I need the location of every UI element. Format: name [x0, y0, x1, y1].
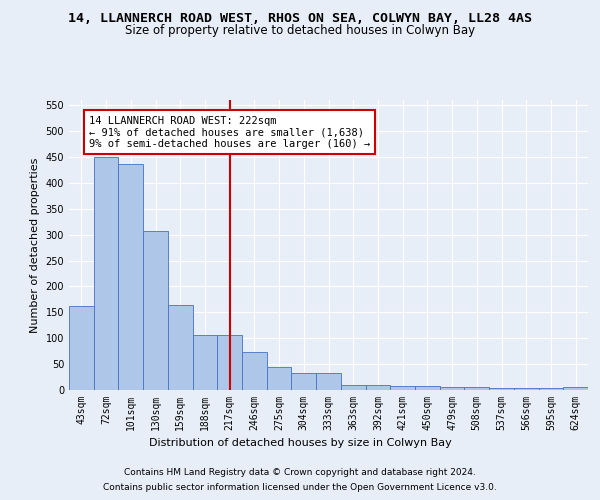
Bar [94, 157, 118, 390]
Bar [143, 231, 168, 390]
Bar [118, 164, 143, 390]
Text: Contains public sector information licensed under the Open Government Licence v3: Contains public sector information licen… [103, 483, 497, 492]
Text: Contains HM Land Registry data © Crown copyright and database right 2024.: Contains HM Land Registry data © Crown c… [124, 468, 476, 477]
Text: 14, LLANNERCH ROAD WEST, RHOS ON SEA, COLWYN BAY, LL28 4AS: 14, LLANNERCH ROAD WEST, RHOS ON SEA, CO… [68, 12, 532, 26]
Bar [464, 388, 489, 390]
Bar [242, 352, 267, 390]
Bar [365, 385, 390, 390]
Bar [193, 334, 217, 390]
Bar [217, 334, 242, 390]
Bar [489, 388, 514, 390]
Text: 14 LLANNERCH ROAD WEST: 222sqm
← 91% of detached houses are smaller (1,638)
9% o: 14 LLANNERCH ROAD WEST: 222sqm ← 91% of … [89, 116, 370, 148]
Bar [539, 388, 563, 390]
Bar [440, 388, 464, 390]
Bar [69, 306, 94, 390]
Bar [341, 385, 365, 390]
Bar [415, 386, 440, 390]
Bar [390, 386, 415, 390]
Bar [514, 388, 539, 390]
Bar [563, 388, 588, 390]
Text: Distribution of detached houses by size in Colwyn Bay: Distribution of detached houses by size … [149, 438, 451, 448]
Text: Size of property relative to detached houses in Colwyn Bay: Size of property relative to detached ho… [125, 24, 475, 37]
Bar [292, 374, 316, 390]
Y-axis label: Number of detached properties: Number of detached properties [30, 158, 40, 332]
Bar [316, 374, 341, 390]
Bar [168, 304, 193, 390]
Bar [267, 366, 292, 390]
